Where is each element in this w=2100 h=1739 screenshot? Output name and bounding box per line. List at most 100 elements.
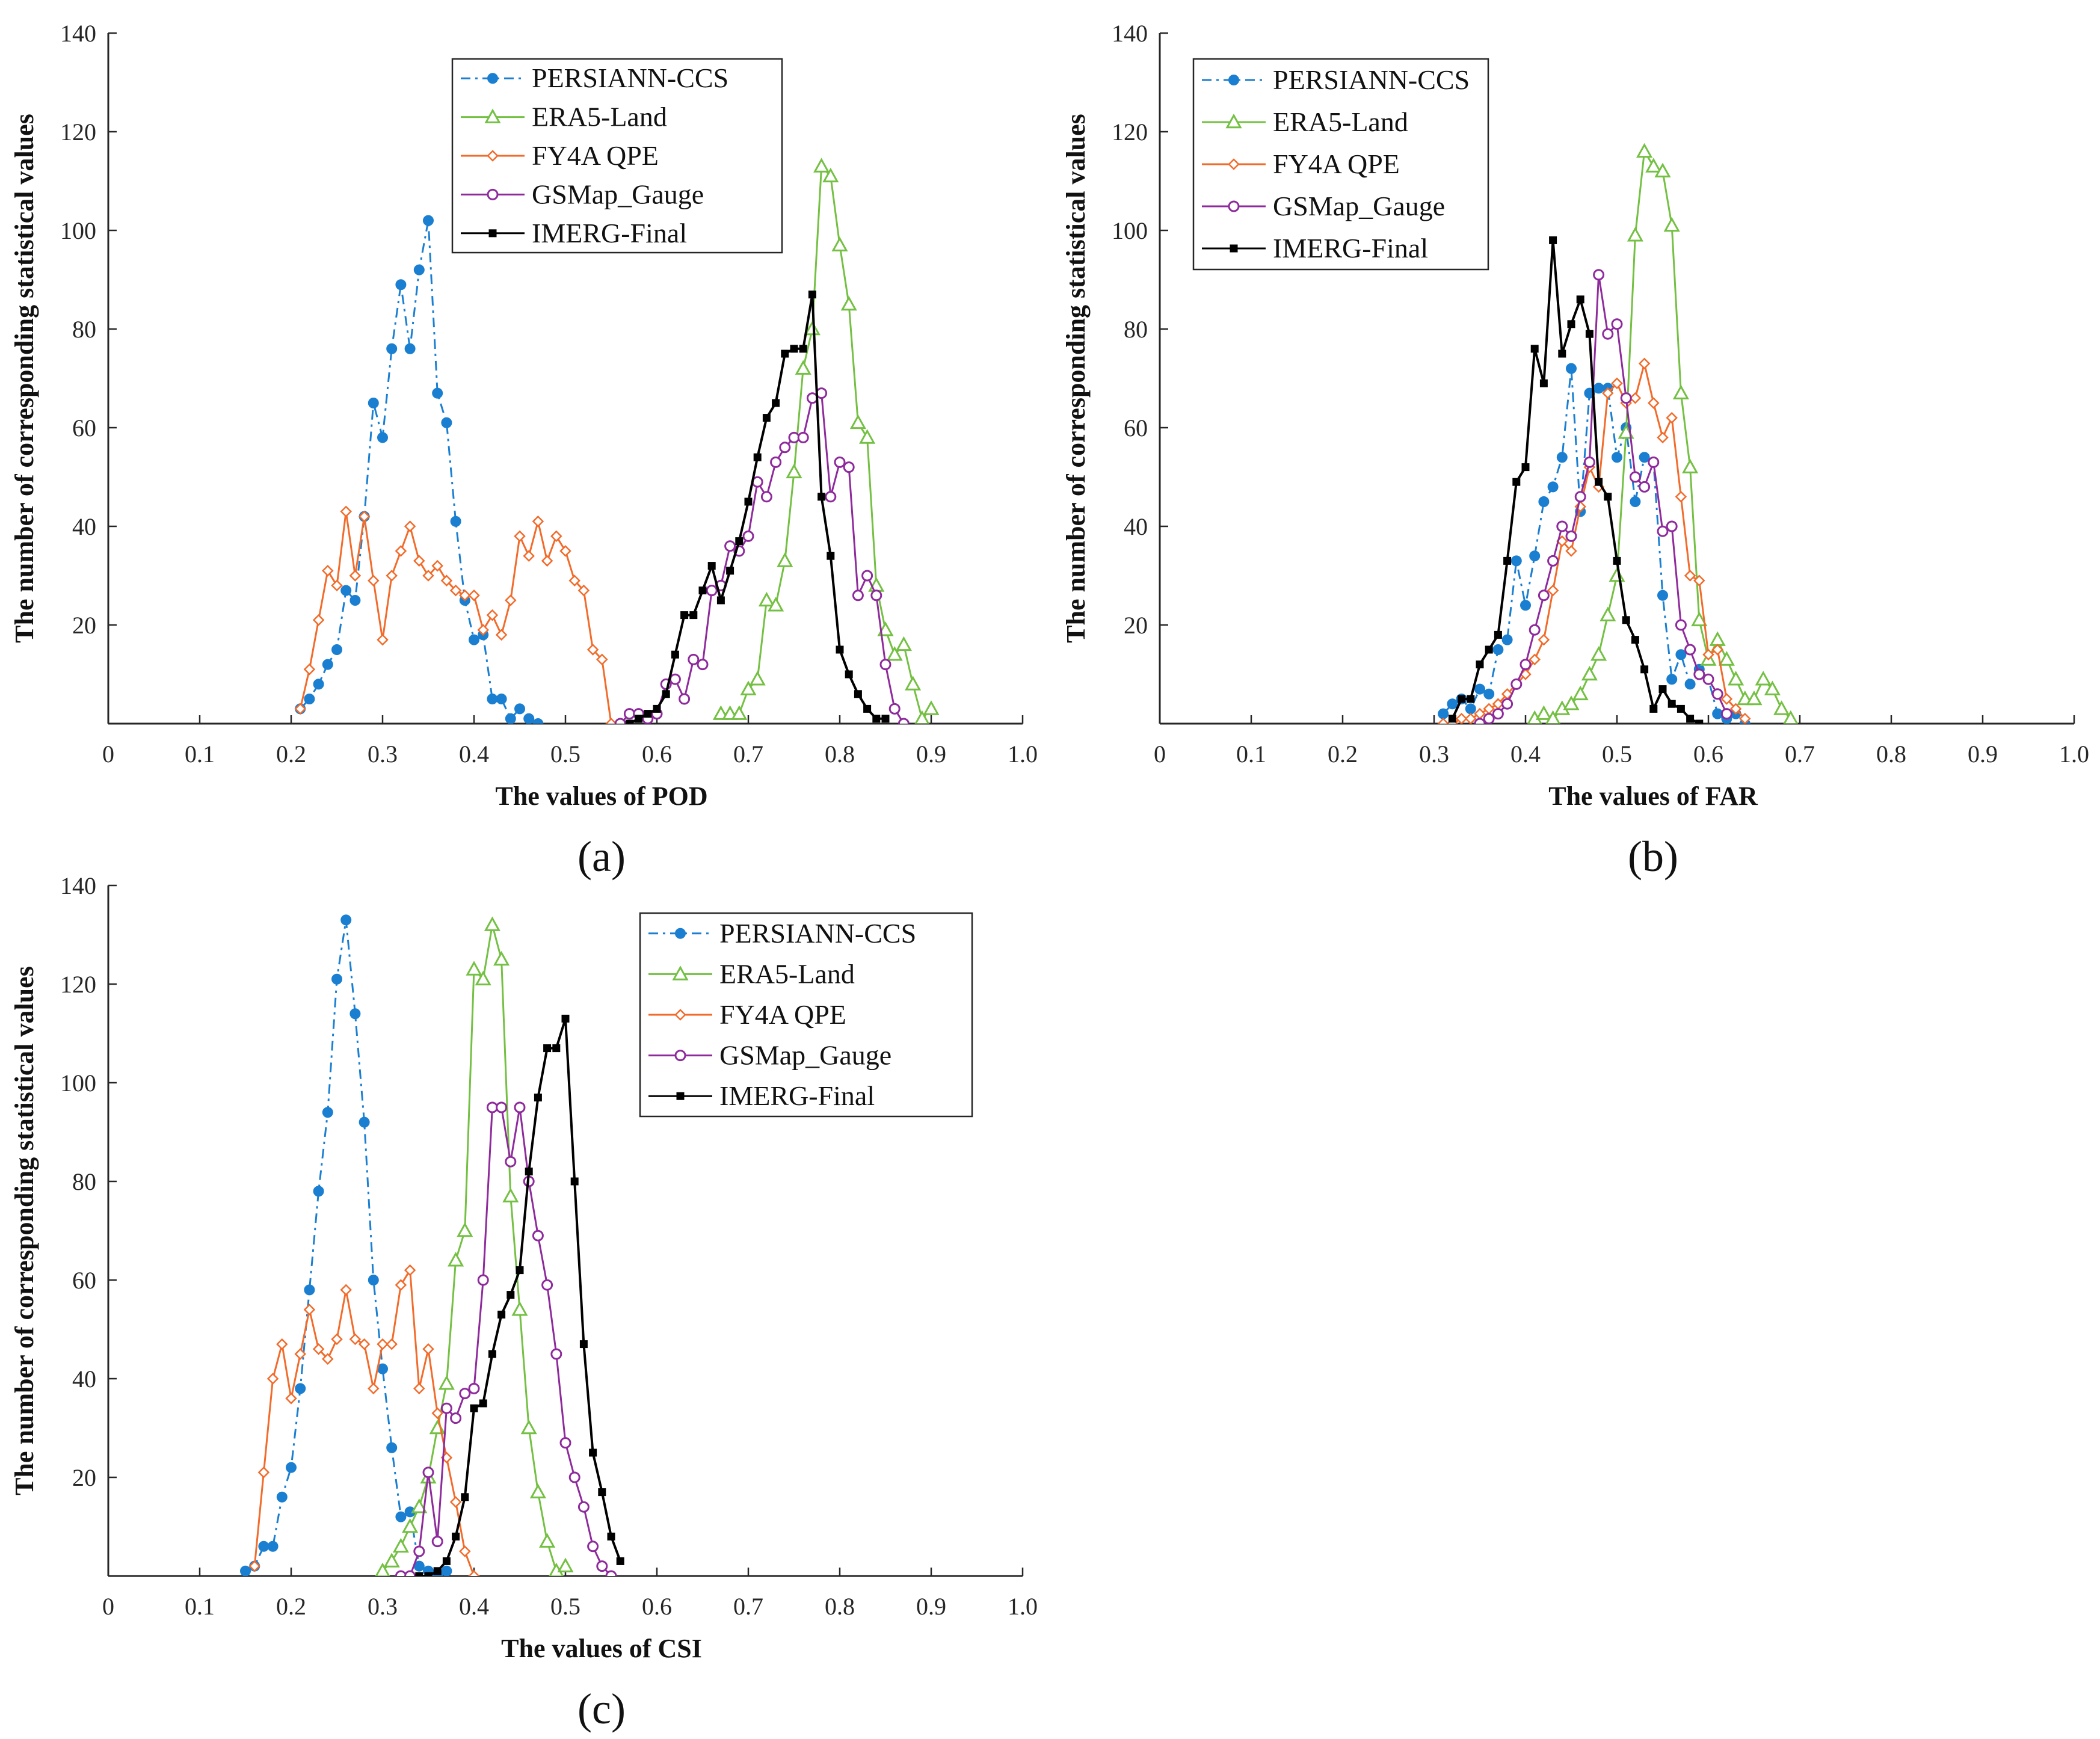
- data-point: [313, 1186, 324, 1197]
- y-tick-label: 100: [1112, 217, 1148, 244]
- legend-marker: [672, 965, 689, 980]
- x-tick-label: 0.7: [733, 1593, 763, 1620]
- data-point: [1520, 659, 1532, 671]
- data-point: [616, 1557, 624, 1565]
- y-tick-label: 80: [72, 1168, 96, 1195]
- legend-item: GSMap_Gauge: [648, 1040, 891, 1071]
- legend-item: ERA5-Land: [648, 958, 855, 989]
- series-gsmap-gauge: [395, 1101, 617, 1576]
- data-point: [849, 414, 866, 429]
- data-point: [1538, 589, 1550, 602]
- data-point: [507, 1291, 515, 1299]
- data-point: [1649, 704, 1658, 713]
- legend-marker: [674, 1009, 686, 1021]
- data-point: [706, 585, 718, 597]
- data-point: [1657, 431, 1669, 444]
- data-point: [1581, 665, 1598, 681]
- data-point: [368, 574, 380, 586]
- legend-marker: [1228, 158, 1240, 170]
- data-point: [358, 510, 371, 523]
- data-point: [466, 961, 482, 976]
- x-tick-label: 0.8: [825, 740, 855, 768]
- data-point: [834, 456, 846, 468]
- legend-label: PERSIANN-CCS: [532, 63, 728, 93]
- data-point: [423, 215, 434, 226]
- legend-label: GSMap_Gauge: [1273, 191, 1445, 221]
- data-point: [577, 584, 590, 597]
- y-tick-label: 80: [1124, 316, 1148, 343]
- data-point: [1648, 456, 1660, 468]
- legend-label: ERA5-Land: [532, 102, 667, 132]
- plot-area: [294, 158, 940, 724]
- data-point: [1492, 708, 1504, 720]
- data-point: [749, 671, 766, 686]
- data-point: [635, 715, 643, 723]
- legend-label: PERSIANN-CCS: [719, 918, 916, 949]
- data-point: [1609, 567, 1625, 582]
- data-point: [662, 690, 670, 698]
- data-point: [340, 505, 352, 518]
- data-point: [440, 574, 453, 586]
- data-point: [340, 1284, 352, 1296]
- data-point: [1657, 525, 1669, 537]
- series-line: [381, 924, 566, 1572]
- data-point: [744, 497, 753, 506]
- data-point: [589, 1448, 597, 1457]
- data-point: [1455, 713, 1468, 724]
- data-point: [1593, 269, 1605, 281]
- data-point: [511, 1301, 528, 1316]
- data-point: [411, 1498, 428, 1513]
- x-tick-label: 0.3: [368, 1593, 398, 1620]
- x-tick-label: 0.3: [368, 740, 398, 768]
- data-point: [514, 530, 526, 543]
- x-tick-label: 0.7: [733, 740, 763, 768]
- data-point: [552, 1044, 561, 1053]
- data-point: [240, 1565, 251, 1576]
- data-point: [468, 1570, 480, 1576]
- data-point: [303, 1303, 316, 1316]
- legend-label: IMERG-Final: [719, 1080, 875, 1111]
- x-tick-label: 0.2: [1328, 740, 1358, 768]
- data-point: [1556, 520, 1568, 532]
- y-tick-label: 60: [1124, 414, 1148, 442]
- data-point: [386, 1338, 398, 1350]
- series-line: [1451, 239, 1700, 724]
- legend-marker: [488, 229, 497, 238]
- data-point: [1666, 520, 1678, 532]
- x-tick-label: 0.9: [916, 1593, 946, 1620]
- data-point: [487, 694, 498, 704]
- data-point: [431, 1407, 443, 1420]
- data-point: [322, 659, 333, 670]
- data-point: [1612, 452, 1622, 463]
- legend-marker: [484, 108, 501, 123]
- data-point: [1510, 678, 1523, 690]
- data-point: [312, 614, 325, 626]
- data-point: [698, 586, 707, 595]
- data-point: [762, 414, 771, 422]
- x-tick-label: 0.2: [276, 1593, 306, 1620]
- data-point: [1501, 698, 1513, 710]
- data-point: [607, 1532, 615, 1540]
- series-imerg-final: [625, 291, 890, 724]
- data-point: [1773, 700, 1790, 715]
- data-point: [441, 1565, 452, 1576]
- data-point: [768, 597, 784, 612]
- data-point: [1654, 162, 1671, 177]
- data-point: [395, 1279, 407, 1291]
- legend-label: ERA5-Land: [1273, 106, 1408, 137]
- legend-item: PERSIANN-CCS: [461, 63, 728, 93]
- data-point: [550, 530, 562, 543]
- data-point: [872, 715, 881, 723]
- data-point: [431, 559, 443, 572]
- data-point: [404, 520, 416, 532]
- data-point: [543, 1044, 552, 1053]
- chart-panel-a: 0 0.1 0.2 0.3 0.4 0.5 0.6 0.7 0.8 0.9 1.0 20 40 60 80 1…: [10, 20, 1038, 881]
- data-point: [559, 1437, 571, 1449]
- legend-label: FY4A QPE: [719, 999, 846, 1030]
- data-point: [735, 537, 744, 546]
- data-point: [587, 644, 599, 656]
- data-point: [861, 570, 873, 582]
- data-point: [413, 1382, 425, 1395]
- data-point: [786, 463, 802, 479]
- data-point: [386, 343, 398, 354]
